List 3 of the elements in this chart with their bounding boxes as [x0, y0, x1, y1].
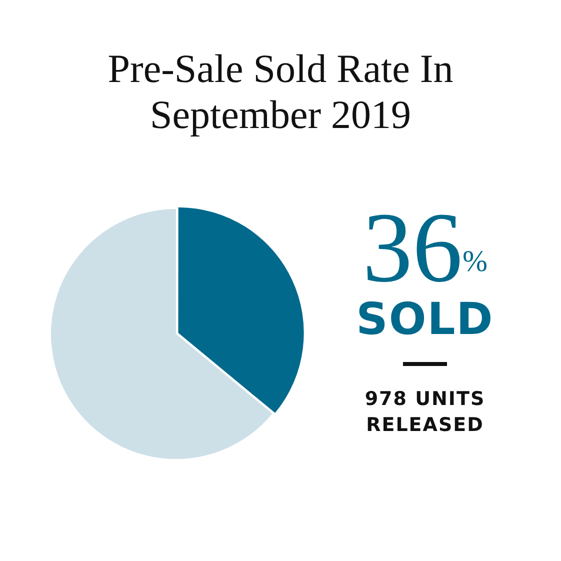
chart-title: Pre-Sale Sold Rate In September 2019	[106, 46, 454, 138]
text: 978 UNITS RELEASED	[364, 387, 486, 438]
text: SOLD	[355, 294, 495, 345]
